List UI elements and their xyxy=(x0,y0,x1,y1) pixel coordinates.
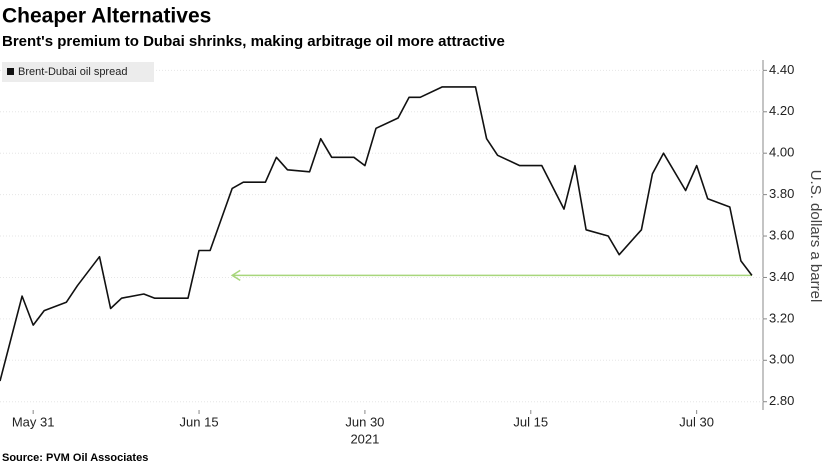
x-tick-label: Jul 15 xyxy=(513,414,548,429)
y-axis-label: U.S. dollars a barrel xyxy=(807,170,824,303)
y-tick-label: 4.40 xyxy=(769,62,794,77)
chart-title: Cheaper Alternatives xyxy=(2,5,211,28)
x-tick-label: Jun 30 xyxy=(345,414,384,429)
x-tick-label: Jul 30 xyxy=(679,414,714,429)
y-tick-label: 3.80 xyxy=(769,186,794,201)
legend-swatch xyxy=(7,68,14,75)
x-tick-label: Jun 15 xyxy=(180,414,219,429)
chart-subtitle: Brent's premium to Dubai shrinks, making… xyxy=(2,33,505,50)
y-tick-label: 3.00 xyxy=(769,352,794,367)
legend-box xyxy=(2,62,154,82)
y-tick-label: 4.20 xyxy=(769,103,794,118)
x-tick-label: May 31 xyxy=(12,414,55,429)
line-series xyxy=(0,86,753,382)
y-tick-label: 3.20 xyxy=(769,310,794,325)
y-tick-label: 3.60 xyxy=(769,227,794,242)
x-year-label: 2021 xyxy=(350,431,379,446)
y-tick-label: 3.40 xyxy=(769,269,794,284)
source: Source: PVM Oil Associates xyxy=(2,452,148,464)
reference-arrowhead xyxy=(230,269,241,282)
y-tick-label: 2.80 xyxy=(769,393,794,408)
y-tick-label: 4.00 xyxy=(769,145,794,160)
legend: Brent-Dubai oil spread xyxy=(2,62,154,82)
legend-label: Brent-Dubai oil spread xyxy=(18,66,127,78)
